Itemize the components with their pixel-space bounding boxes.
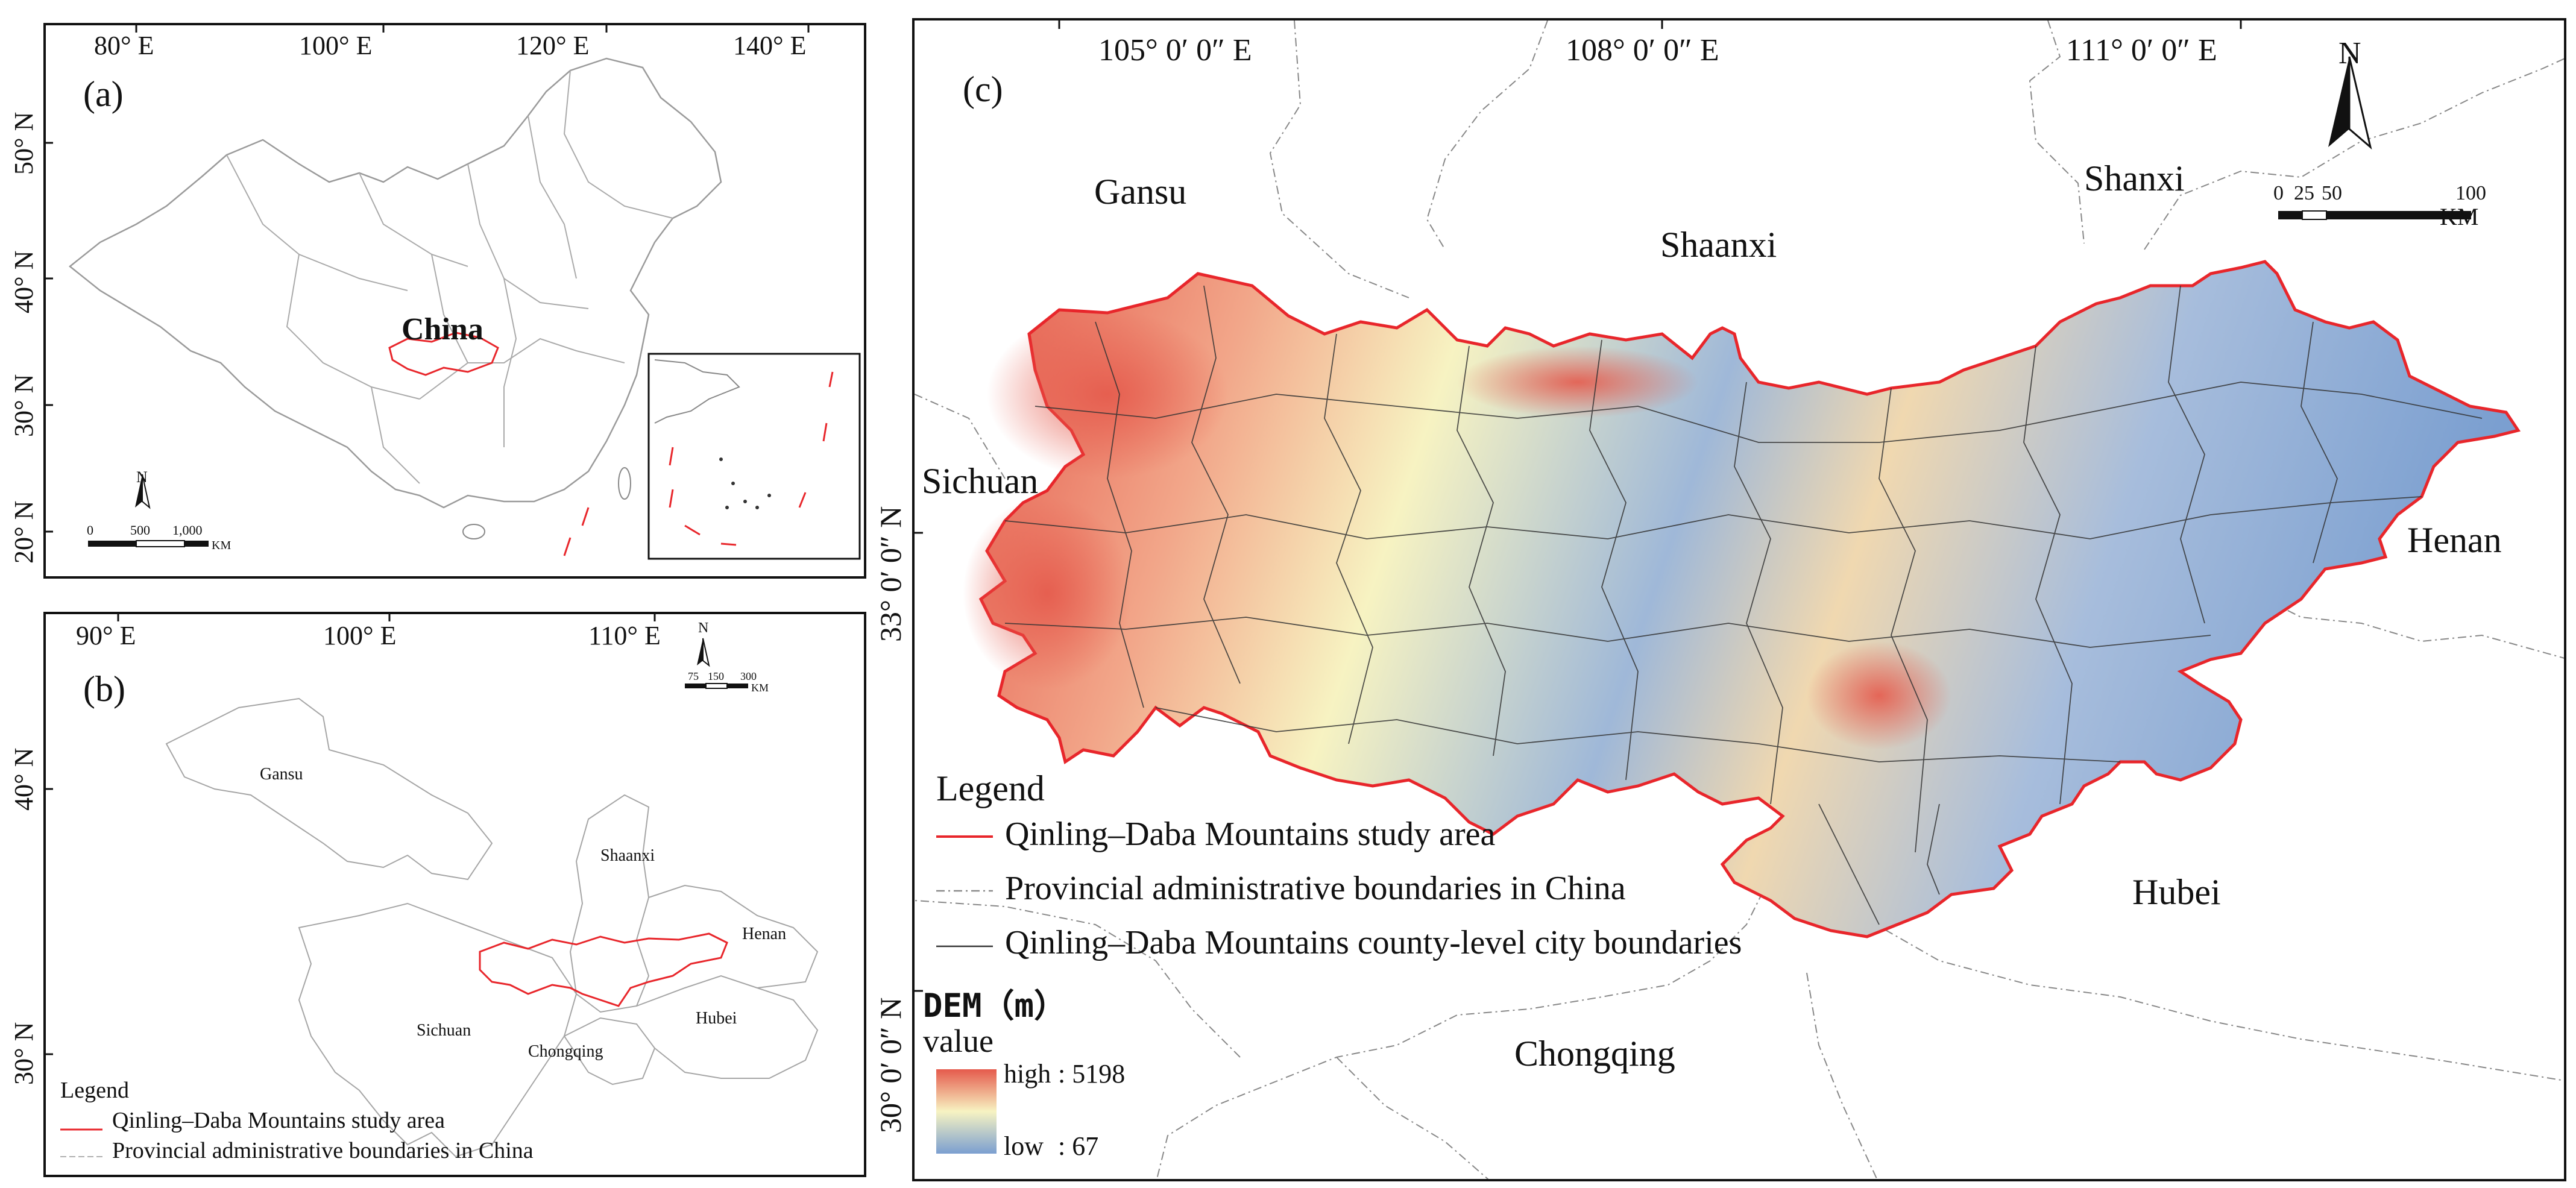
scale-label-100: 100 (2455, 182, 2486, 204)
panel-c-dem-map: (c) 105° 0′ 0″ E 108° 0′ 0″ E 111° 0′ 0″… (912, 18, 2566, 1181)
panel-a-map (46, 25, 861, 560)
dem-color-ramp (936, 1069, 997, 1154)
south-china-sea-inset (647, 353, 861, 560)
province-chongqing: Chongqing (528, 1042, 603, 1061)
province-hubei: Hubei (696, 1009, 737, 1028)
dem-high-label: high (1004, 1059, 1051, 1089)
lat-tick-33: 33° 0′ 0″ N (874, 506, 907, 642)
scale-label-150: 150 (708, 670, 724, 682)
panel-a-label: (a) (83, 74, 124, 114)
legend-item-study-area: Qinling–Daba Mountains study area (1005, 816, 1496, 853)
legend-item-county: Qinling–Daba Mountains county-level city… (1005, 924, 1742, 961)
study-area-outline (479, 932, 728, 1007)
dem-title: DEM（m） (923, 987, 1067, 1025)
scale-label-500: 500 (130, 523, 150, 538)
lon-tick-80: 80° E (94, 31, 154, 60)
lat-tick-40: 40° N (9, 250, 39, 313)
province-gansu: Gansu (260, 765, 303, 784)
scale-label-25: 25 (2294, 182, 2314, 204)
lon-tick-90: 90° E (76, 621, 136, 650)
lon-tick-110: 110° E (588, 621, 661, 650)
scale-label-0: 0 (87, 523, 93, 538)
north-arrow-icon (135, 474, 151, 509)
panel-b-label: (b) (83, 669, 125, 709)
panel-a-china-overview: (a) China 80° E 100° E 120° E 140° E N 0… (43, 23, 866, 579)
lat-tick-30: 30° N (9, 1022, 39, 1085)
province-shaanxi: Shaanxi (600, 846, 655, 865)
lat-tick-40: 40° N (9, 747, 39, 811)
lon-tick-111: 111° 0′ 0″ E (2066, 33, 2217, 68)
scale-bar (2278, 210, 2471, 220)
china-outline (68, 57, 722, 509)
province-shanxi: Shanxi (2084, 159, 2185, 198)
scale-bar (88, 540, 209, 547)
scale-label-1000: 1,000 (172, 523, 203, 538)
legend-item-provincial: Provincial administrative boundaries in … (1005, 870, 1626, 907)
north-label: N (698, 620, 709, 636)
study-area-outline (978, 260, 2521, 938)
scale-label-0: 0 (2273, 182, 2284, 204)
lon-tick-100: 100° E (299, 31, 373, 60)
scale-unit: KM (212, 539, 231, 552)
north-arrow-icon (2328, 56, 2372, 150)
panel-b-map (46, 614, 819, 1158)
lon-tick-105: 105° 0′ 0″ E (1098, 33, 1252, 68)
province-shaanxi: Shaanxi (1660, 225, 1777, 265)
panel-c-map (915, 20, 2564, 1179)
legend-item-study-area: Qinling–Daba Mountains study area (112, 1108, 445, 1133)
scale-unit: KM (751, 682, 769, 694)
lon-tick-100: 100° E (323, 621, 397, 650)
legend-title: Legend (60, 1078, 129, 1103)
north-label: N (2338, 36, 2361, 71)
lat-tick-50: 50° N (9, 112, 39, 175)
dem-low-label: low (1004, 1131, 1044, 1161)
panel-c-label: (c) (963, 69, 1003, 109)
lon-tick-108: 108° 0′ 0″ E (1566, 33, 1719, 68)
lat-tick-30: 30° 0′ 0″ N (874, 997, 907, 1133)
panel-b-provinces: (b) 90° E 100° E 110° E N 75 150 300 KM … (43, 612, 866, 1177)
lon-tick-140: 140° E (733, 31, 807, 60)
province-gansu: Gansu (1094, 172, 1187, 212)
legend-title: Legend (936, 768, 1045, 808)
legend-item-provincial: Provincial administrative boundaries in … (112, 1138, 534, 1163)
dem-low-value: : 67 (1058, 1131, 1099, 1161)
lon-tick-120: 120° E (516, 31, 590, 60)
dem-value-label: value (923, 1023, 994, 1059)
province-sichuan: Sichuan (922, 461, 1039, 501)
province-henan: Henan (2407, 520, 2502, 560)
china-label: China (402, 312, 483, 347)
scale-bar (685, 683, 748, 689)
province-henan: Henan (742, 925, 787, 943)
scale-label-75: 75 (688, 670, 699, 682)
province-sichuan: Sichuan (417, 1021, 471, 1040)
lat-tick-20: 20° N (9, 500, 39, 564)
study-area-outline (388, 332, 499, 376)
province-chongqing: Chongqing (1514, 1034, 1675, 1073)
lat-tick-30: 30° N (9, 374, 39, 437)
scale-label-50: 50 (2322, 182, 2342, 204)
north-label: N (136, 468, 148, 486)
north-arrow-icon (697, 638, 710, 667)
scale-unit: KM (2440, 203, 2479, 230)
province-hubei: Hubei (2132, 872, 2221, 912)
scale-label-300: 300 (740, 670, 757, 682)
dem-high-value: : 5198 (1058, 1059, 1126, 1089)
